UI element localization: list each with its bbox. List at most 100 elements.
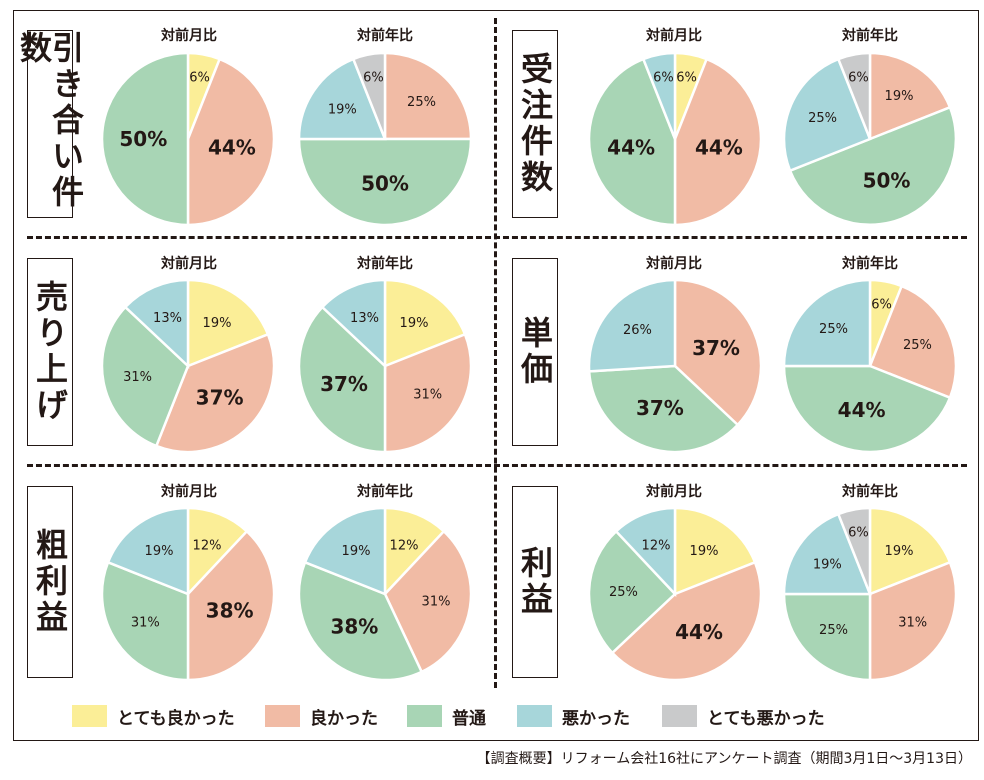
pie-slice — [587, 57, 677, 227]
chart-frame — [13, 10, 979, 741]
pie-slice-label: 6% — [653, 71, 674, 86]
pie-slice — [868, 51, 952, 141]
pie-slice-label: 13% — [350, 311, 379, 326]
pie-slice-label: 6% — [871, 298, 892, 313]
pie-slice-label: 19% — [145, 544, 174, 559]
pie-slice-label: 31% — [131, 616, 160, 631]
pie-chart: 12% 38% 31% 19% — [100, 506, 276, 682]
pie-slice — [154, 332, 276, 454]
pie-slice-label: 50% — [863, 169, 911, 193]
metric-label-profit: 利益 — [512, 486, 558, 678]
pie-title: 対前月比 — [646, 256, 702, 272]
pie-slice-label: 44% — [695, 135, 743, 159]
pie-slice-label: 19% — [885, 544, 914, 559]
pie-slice — [383, 506, 446, 598]
pie-slice — [868, 284, 958, 400]
pie-slice-label: 19% — [885, 89, 914, 104]
pie-slice — [788, 105, 958, 227]
metric-label-orders: 受注件数 — [512, 30, 558, 218]
pie-chart: 12% 31% 38% 19% — [297, 506, 473, 682]
pie-slice-label: 37% — [320, 372, 368, 396]
pie-slice — [614, 506, 677, 598]
pie-chart: 19% 44% 25% 12% — [587, 506, 763, 682]
pie-slice-label: 25% — [609, 585, 638, 600]
pie-slice — [186, 57, 276, 227]
row-divider-1 — [27, 236, 967, 239]
pie-slice-label: 44% — [208, 135, 256, 159]
pie-slice — [186, 278, 270, 368]
metric-label-gross-profit: 粗利益 — [27, 486, 73, 678]
pie-title: 対前年比 — [357, 28, 413, 44]
pie-slice — [868, 560, 958, 682]
legend-item: 普通 — [407, 703, 486, 729]
legend-swatch — [517, 705, 552, 727]
pie-slice-label: 19% — [342, 544, 371, 559]
pie-slice — [303, 506, 387, 596]
pie-slice — [383, 529, 473, 674]
metric-label-unit-price: 単価 — [512, 258, 558, 446]
pie-slice — [100, 305, 190, 448]
pie-chart: 19% 31% 37% 13% — [297, 278, 473, 454]
pie-slice-label: 26% — [623, 323, 652, 338]
pie-slice — [782, 512, 872, 596]
pie-slice — [186, 529, 276, 682]
pie-slice-label: 50% — [361, 172, 409, 196]
legend-item: とても悪かった — [662, 703, 825, 729]
legend-label: とても悪かった — [707, 708, 825, 729]
pie-slice-label: 50% — [119, 127, 167, 151]
pie-slice — [782, 278, 872, 368]
pie-title: 対前月比 — [161, 256, 217, 272]
pie-chart: 19% 50% 25% 6% — [782, 51, 958, 227]
pie-slice — [383, 278, 467, 368]
pie-slice-label: 13% — [153, 311, 182, 326]
pie-slice-label: 12% — [390, 539, 419, 554]
pie-title: 対前年比 — [357, 484, 413, 500]
pie-slice-label: 44% — [838, 398, 886, 422]
survey-footnote: 【調査概要】リフォーム会社16社にアンケート調査（期間3月1日～3月13日） — [476, 751, 972, 767]
pie-chart: 25% 50% 19% 6% — [297, 51, 473, 227]
pie-slice-label: 6% — [848, 71, 869, 86]
pie-slice — [836, 506, 872, 595]
pie-slice-label: 19% — [328, 103, 357, 118]
legend-label: 普通 — [452, 708, 486, 729]
pie-slice-label: 37% — [692, 336, 740, 360]
pie-slice — [641, 51, 677, 140]
pie-slice-label: 6% — [189, 71, 210, 86]
pie-slice-label: 25% — [808, 111, 837, 126]
pie-chart: 19% 31% 25% 19% 6% — [782, 506, 958, 682]
metric-label-text: 受注件数 — [516, 52, 554, 196]
metric-label-inquiries: 引き合い件数 — [15, 30, 85, 218]
legend-swatch — [265, 705, 300, 727]
pie-slice — [587, 364, 740, 454]
pie-chart: 19% 37% 31% 13% — [100, 278, 276, 454]
pie-slice — [100, 560, 190, 682]
legend-swatch — [662, 705, 697, 727]
pie-chart: 6% 44% 50% — [100, 51, 276, 227]
pie-slice — [673, 278, 763, 427]
pie-slice-label: 31% — [422, 595, 451, 610]
pie-slice — [610, 560, 763, 682]
pie-slice-label: 6% — [676, 71, 697, 86]
pie-slice-label: 19% — [690, 544, 719, 559]
pie-slice-label: 38% — [330, 615, 378, 639]
pie-slice — [782, 592, 872, 682]
pie-slice — [320, 278, 387, 369]
pie-slice-label: 12% — [193, 539, 222, 554]
legend-item: 悪かった — [517, 703, 630, 729]
metric-label-text: 利益 — [516, 546, 554, 618]
pie-slice — [673, 57, 763, 227]
pie-chart: 37% 37% 26% — [587, 278, 763, 454]
pie-title: 対前年比 — [842, 484, 898, 500]
legend-label: 悪かった — [562, 708, 630, 729]
pie-slice — [351, 51, 387, 140]
metric-label-text: 売り上げ — [31, 280, 69, 424]
pie-chart: 6% 44% 44% 6% — [587, 51, 763, 227]
pie-slice-label: 37% — [636, 396, 684, 420]
pie-title: 対前月比 — [646, 484, 702, 500]
pie-title: 対前月比 — [161, 484, 217, 500]
pie-title: 対前年比 — [357, 256, 413, 272]
pie-title: 対前年比 — [842, 28, 898, 44]
pie-slice-label: 12% — [642, 539, 671, 554]
legend-label: 良かった — [310, 708, 378, 729]
pie-slice — [297, 305, 387, 454]
